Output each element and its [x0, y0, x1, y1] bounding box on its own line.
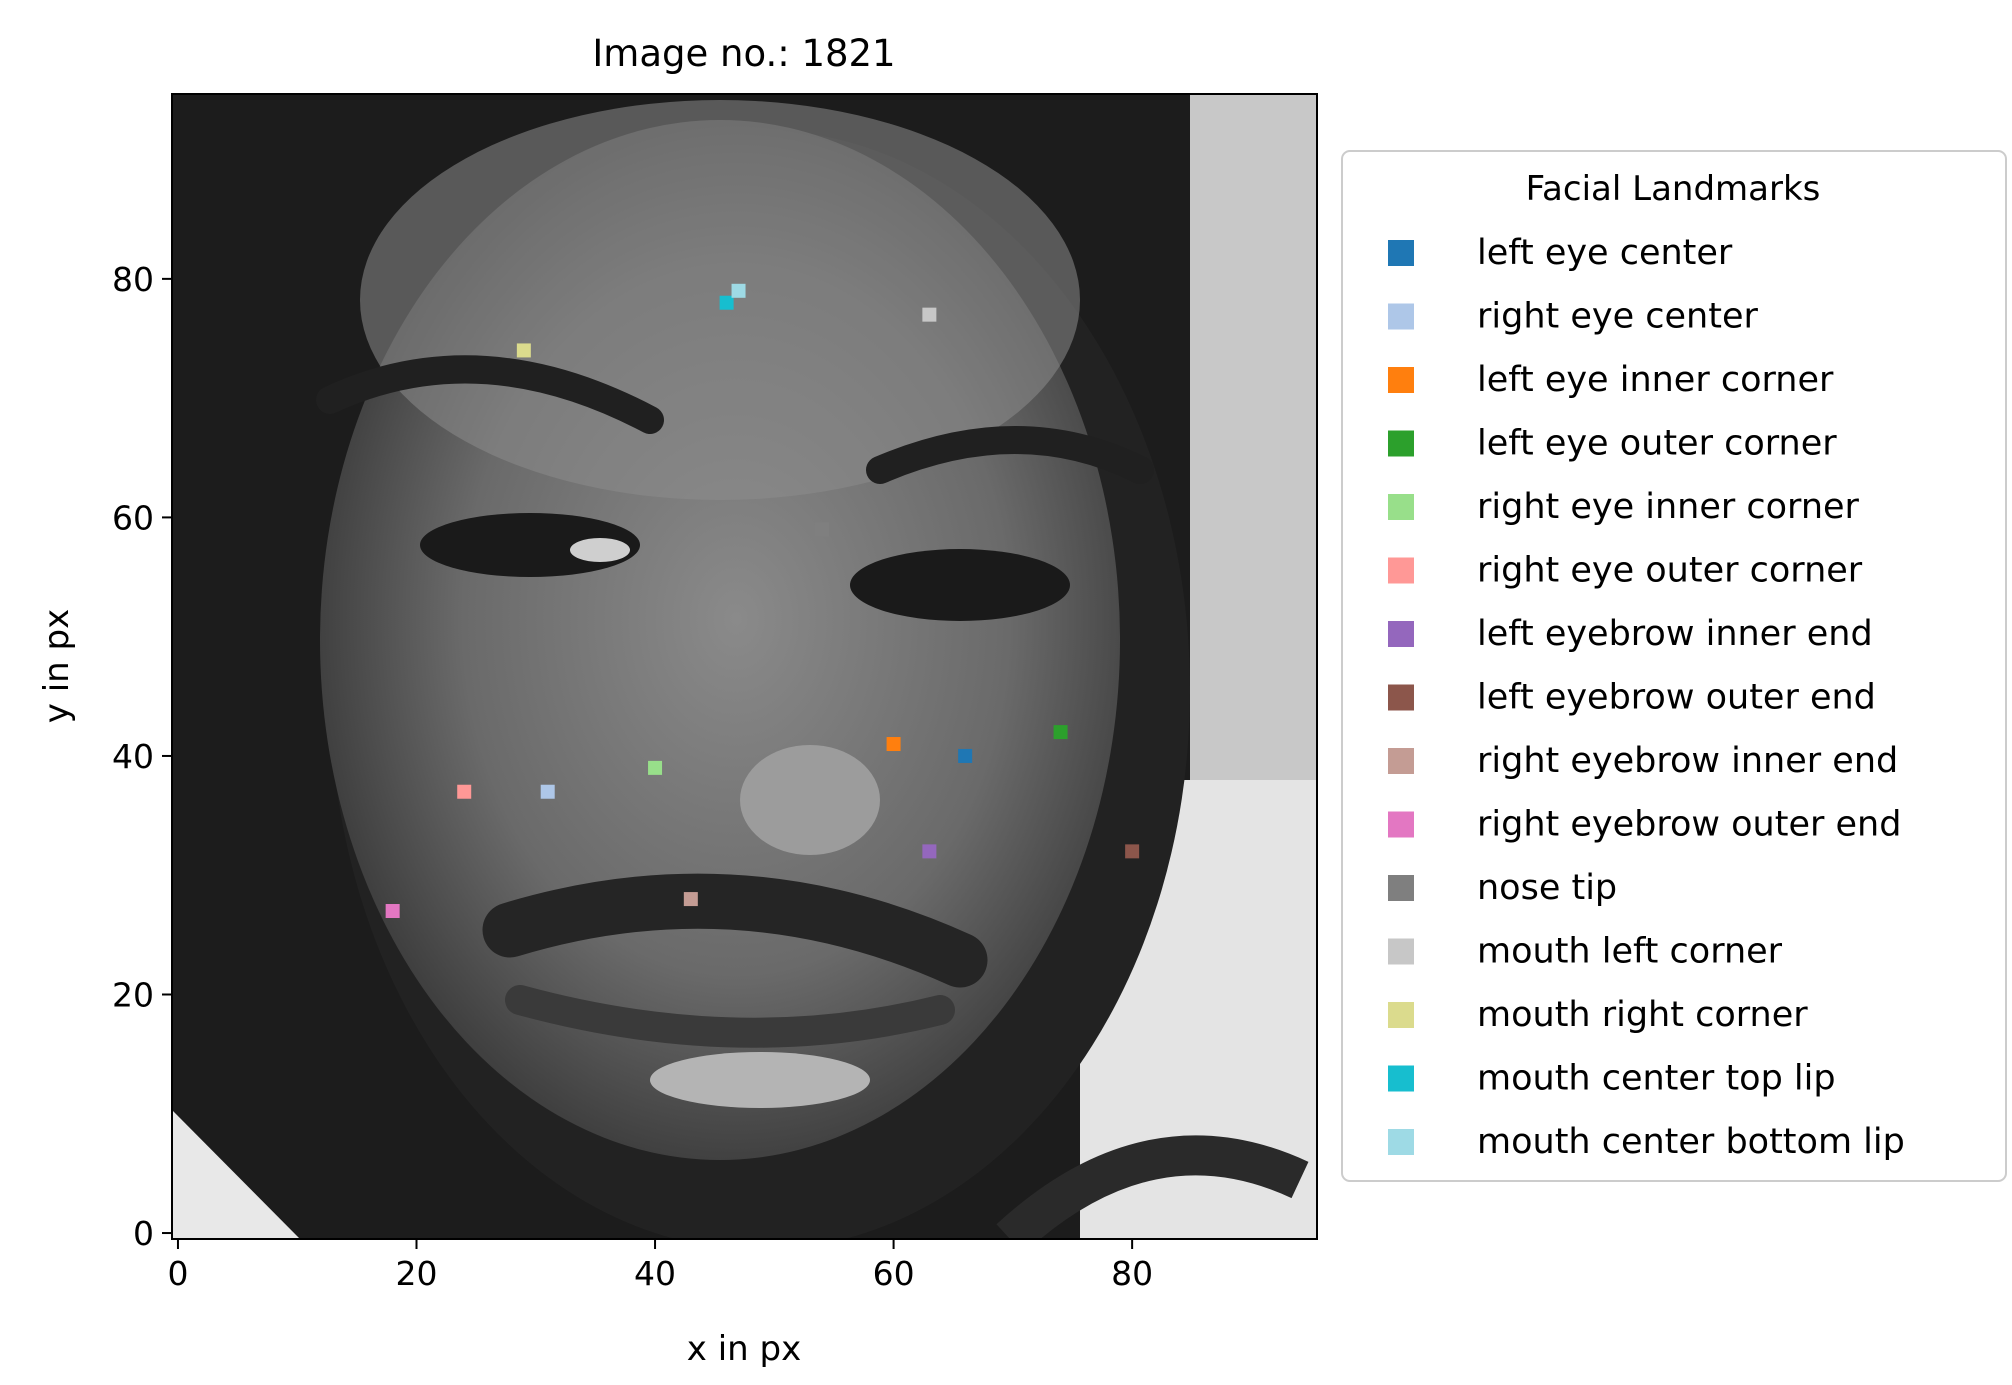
x-tick-label: 80 — [1111, 1254, 1153, 1293]
legend-label: left eye center — [1477, 233, 1733, 273]
legend-swatch — [1388, 430, 1414, 457]
legend-swatch — [1388, 1065, 1414, 1092]
legend-label: left eye outer corner — [1477, 424, 1837, 464]
landmark-marker — [922, 844, 937, 859]
y-axis-label: y in px — [37, 609, 77, 723]
legend-box — [1341, 150, 2007, 1182]
legend-entries: left eye center right eye center left eye … — [1388, 233, 1905, 1162]
y-tick-label: 80 — [112, 260, 154, 299]
legend-label: right eyebrow inner end — [1477, 741, 1898, 781]
legend-label: mouth center bottom lip — [1477, 1122, 1905, 1162]
landmark-marker — [719, 295, 734, 310]
y-tick-label: 20 — [112, 975, 154, 1014]
landmark-marker — [540, 784, 555, 799]
landmark-marker — [1125, 844, 1140, 859]
legend-label: right eye inner corner — [1477, 487, 1860, 527]
y-tick-label: 60 — [112, 498, 154, 537]
legend-label: left eyebrow inner end — [1477, 614, 1873, 654]
legend-swatch — [1388, 240, 1414, 266]
legend-swatch — [1388, 621, 1414, 647]
landmark-marker — [385, 904, 400, 919]
landmark-marker — [958, 748, 973, 763]
y-axis-ticks: 0 20 40 60 80 — [112, 260, 172, 1253]
chart-title: Image no.: 1821 — [592, 32, 895, 75]
landmark-marker — [516, 343, 531, 358]
legend-swatch — [1388, 303, 1414, 330]
y-tick-label: 40 — [112, 737, 154, 776]
legend-swatch — [1388, 1002, 1414, 1028]
legend-swatch — [1388, 367, 1414, 393]
legend-label: nose tip — [1477, 868, 1617, 908]
landmark-marker — [731, 283, 746, 298]
legend-label: mouth right corner — [1477, 995, 1808, 1035]
legend-label: left eyebrow outer end — [1477, 678, 1876, 718]
legend-swatch — [1388, 684, 1414, 711]
legend-swatch — [1388, 938, 1414, 965]
landmark-marker — [922, 307, 937, 322]
landmark-marker — [648, 760, 663, 775]
legend-swatch — [1388, 557, 1414, 584]
landmark-marker — [457, 784, 472, 799]
x-axis-label: x in px — [687, 1329, 801, 1369]
legend-swatch — [1388, 1129, 1414, 1155]
legend-swatch — [1388, 748, 1414, 774]
x-tick-label: 60 — [873, 1254, 915, 1293]
landmark-marker — [1053, 725, 1068, 740]
legend-label: mouth center top lip — [1477, 1059, 1836, 1099]
legend-label: right eye center — [1477, 297, 1758, 337]
legend-label: right eyebrow outer end — [1477, 805, 1901, 845]
legend-swatch — [1388, 494, 1414, 520]
y-tick-label: 0 — [133, 1214, 154, 1253]
legend-label: mouth left corner — [1477, 932, 1783, 972]
landmark-marker — [886, 737, 901, 752]
x-tick-label: 0 — [167, 1254, 188, 1293]
legend: Facial Landmarks left eye center right ey… — [1341, 150, 2007, 1182]
x-tick-label: 40 — [634, 1254, 676, 1293]
legend-swatch — [1388, 875, 1414, 901]
landmark-markers — [385, 283, 1140, 919]
legend-swatch — [1388, 811, 1414, 838]
legend-label: left eye inner corner — [1477, 360, 1834, 400]
x-tick-label: 20 — [396, 1254, 438, 1293]
landmark-marker — [683, 892, 698, 907]
plot-frame — [171, 93, 1318, 1240]
legend-label: right eye outer corner — [1477, 551, 1863, 591]
x-axis-ticks: 0 20 40 60 80 — [167, 1239, 1153, 1293]
legend-title: Facial Landmarks — [1526, 169, 1821, 209]
landmark-marker — [815, 522, 830, 537]
face-photo-image — [172, 94, 1317, 1239]
